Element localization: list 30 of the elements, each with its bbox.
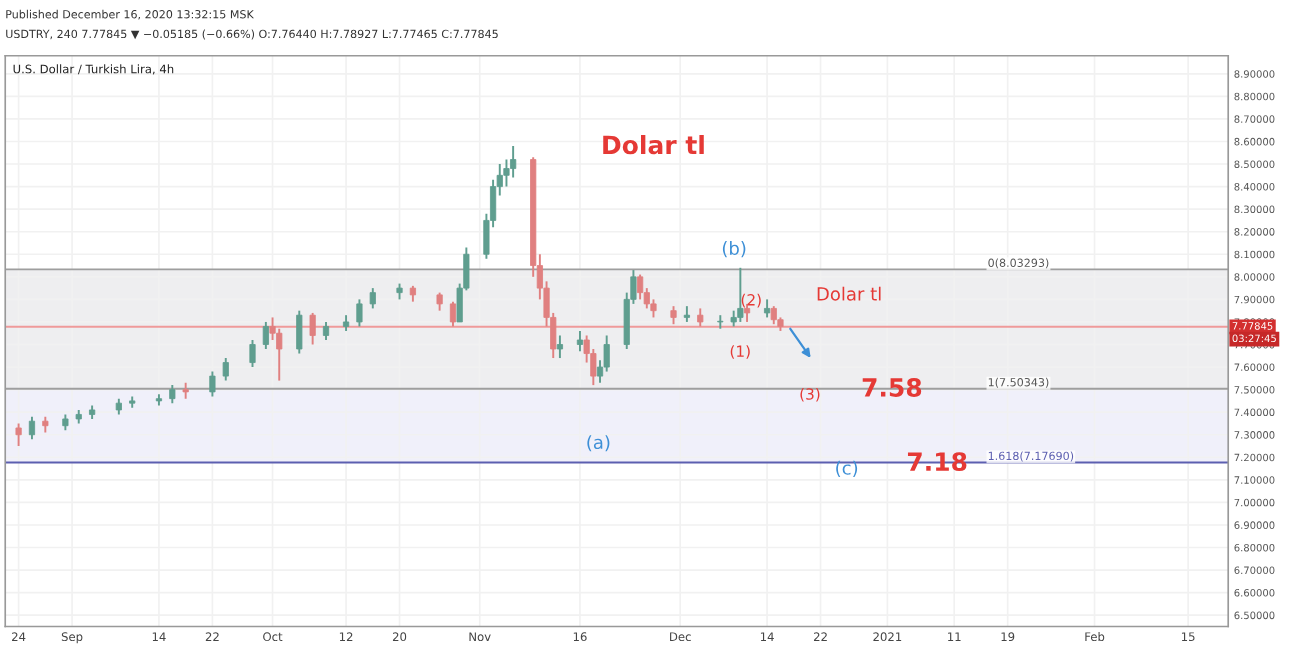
candlestick [510, 145, 517, 179]
candlestick [637, 273, 644, 301]
candlestick [322, 320, 330, 341]
candlestick [222, 357, 229, 382]
candlestick [717, 314, 724, 330]
candlestick [15, 422, 22, 447]
candlestick [356, 298, 363, 328]
annotation: (a) [587, 435, 610, 452]
candlestick [436, 291, 443, 312]
annotation: Dolar tl [817, 286, 881, 301]
candlestick [309, 311, 316, 346]
candlestick [296, 309, 303, 355]
annotation: (c) [836, 460, 858, 477]
annotation: 7.58 [862, 377, 922, 397]
candlestick [576, 330, 584, 353]
candlestick [556, 334, 564, 360]
candlestick [28, 415, 36, 441]
candlestick [737, 266, 744, 323]
candlestick [249, 339, 256, 369]
candlestick [770, 305, 777, 326]
candlestick [169, 384, 176, 405]
candlestick [262, 320, 269, 350]
candlestick [449, 300, 457, 328]
candlestick [764, 298, 771, 319]
candlestick [697, 307, 704, 328]
annotation: (b) [722, 241, 746, 258]
candlestick [670, 305, 677, 326]
annotation: Dolar tl [603, 134, 704, 155]
candlestick [369, 287, 376, 310]
candlestick [209, 370, 216, 398]
